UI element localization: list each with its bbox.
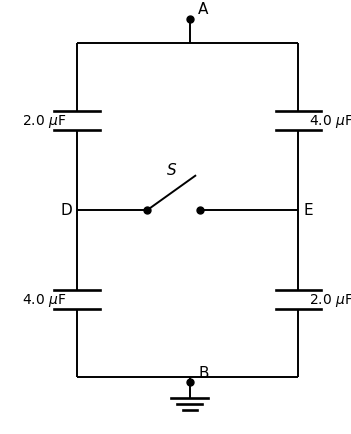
Text: 4.0 $\it{\mu}$F: 4.0 $\it{\mu}$F [309,113,351,130]
Text: 4.0 $\it{\mu}$F: 4.0 $\it{\mu}$F [22,291,67,308]
Text: E: E [304,203,313,218]
Text: 2.0 $\it{\mu}$F: 2.0 $\it{\mu}$F [22,113,67,130]
Text: A: A [198,3,209,17]
Text: 2.0 $\it{\mu}$F: 2.0 $\it{\mu}$F [309,291,351,308]
Text: S: S [167,163,177,178]
Text: D: D [60,203,72,218]
Text: B: B [198,366,209,381]
